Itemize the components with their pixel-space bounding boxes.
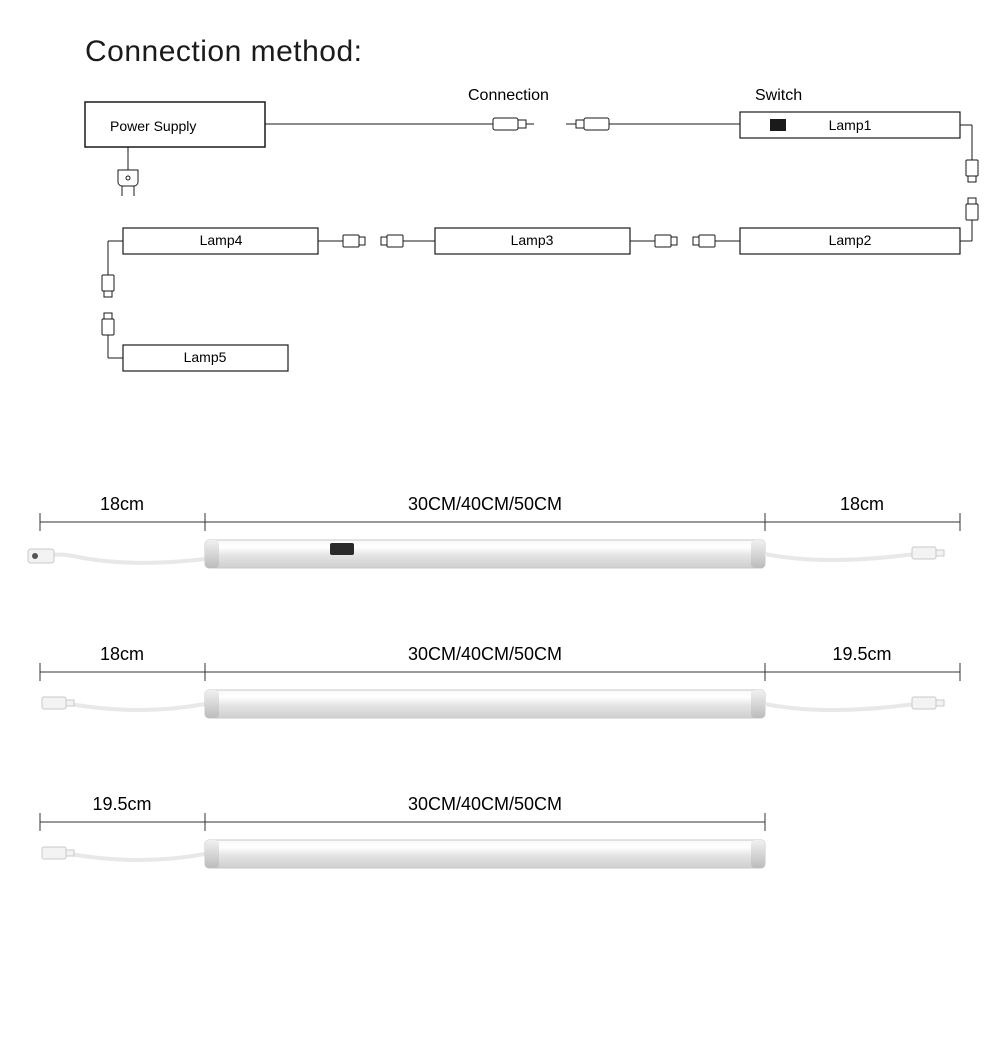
lamp-cap	[205, 690, 219, 718]
lamp-body	[205, 540, 765, 568]
connection-label: Connection	[468, 87, 549, 104]
wiring-diagram: Power Supply Connection Switch Lamp1	[0, 0, 1000, 400]
lamp2-label: Lamp2	[829, 232, 872, 248]
dim-row-3: 19.5cm 30CM/40CM/50CM	[40, 794, 765, 868]
lamp-body	[205, 690, 765, 718]
connector-vertical	[102, 241, 123, 358]
switch-icon	[770, 119, 786, 131]
lamp-cap	[751, 840, 765, 868]
lamp-cap	[205, 540, 219, 568]
cable-left	[28, 549, 205, 563]
connector-vertical	[960, 125, 978, 241]
cable-right	[765, 697, 944, 710]
lamp-cap	[205, 840, 219, 868]
dim-row-1: 18cm 30CM/40CM/50CM 18cm	[28, 494, 960, 568]
lamp-body	[205, 840, 765, 868]
lamp1-label: Lamp1	[829, 117, 872, 133]
lamp-cap	[751, 540, 765, 568]
dim-left-1: 18cm	[100, 494, 144, 514]
sensor-icon	[330, 543, 354, 555]
lamp-cap	[751, 690, 765, 718]
lamp3-label: Lamp3	[511, 232, 554, 248]
switch-label: Switch	[755, 87, 802, 104]
dim-right-2: 19.5cm	[832, 644, 891, 664]
cable-right	[765, 547, 944, 560]
connector-horizontal	[630, 235, 740, 247]
plug-icon	[118, 147, 138, 196]
dimension-figure: 18cm 30CM/40CM/50CM 18cm 18cm 30CM/40CM/…	[0, 455, 1000, 1055]
lamp5-label: Lamp5	[184, 349, 227, 365]
lamp4-label: Lamp4	[200, 232, 243, 248]
power-supply-label: Power Supply	[110, 118, 196, 134]
dc-connector-icon	[566, 118, 609, 130]
dim-right-1: 18cm	[840, 494, 884, 514]
dc-connector-icon	[493, 118, 534, 130]
dim-left-2: 18cm	[100, 644, 144, 664]
dim-row-2: 18cm 30CM/40CM/50CM 19.5cm	[40, 644, 960, 718]
dim-center-1: 30CM/40CM/50CM	[408, 494, 562, 514]
dim-center-2: 30CM/40CM/50CM	[408, 644, 562, 664]
cable-left	[42, 697, 205, 710]
dim-left-3: 19.5cm	[92, 794, 151, 814]
connector-horizontal	[318, 235, 435, 247]
cable-left	[42, 847, 205, 860]
dim-center-3: 30CM/40CM/50CM	[408, 794, 562, 814]
